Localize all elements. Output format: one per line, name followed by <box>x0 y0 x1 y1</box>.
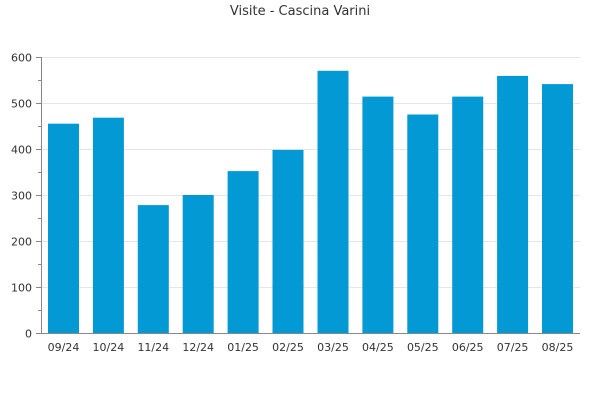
x-tick-label-08-25: 08/25 <box>542 341 574 354</box>
bar-04-25 <box>362 96 394 333</box>
y-tick-label-400: 400 <box>11 144 32 157</box>
x-tick-label-03-25: 03/25 <box>317 341 349 354</box>
x-tick-label-10-24: 10/24 <box>93 341 125 354</box>
bar-08-25 <box>542 84 573 333</box>
x-tick-label-01-25: 01/25 <box>227 341 259 354</box>
x-tick-label-07-25: 07/25 <box>497 341 529 354</box>
bar-06-25 <box>452 96 484 333</box>
bar-12-24 <box>182 195 214 333</box>
bar-07-25 <box>497 75 529 334</box>
y-tick-label-300: 300 <box>11 190 32 203</box>
y-tick-label-0: 0 <box>25 328 32 341</box>
chart-title: Visite - Cascina Varini <box>230 4 370 19</box>
y-tick-label-200: 200 <box>11 236 32 249</box>
x-tick-label-12-24: 12/24 <box>182 341 214 354</box>
bar-01-25 <box>227 171 259 333</box>
y-tick-label-500: 500 <box>11 98 32 111</box>
x-tick-label-04-25: 04/25 <box>362 341 394 354</box>
x-tick-label-05-25: 05/25 <box>407 341 439 354</box>
gridlines <box>41 57 580 288</box>
x-tick-label-09-24: 09/24 <box>48 341 80 354</box>
x-tick-label-06-25: 06/25 <box>452 341 484 354</box>
bar-05-25 <box>407 114 439 333</box>
bar-02-25 <box>272 149 304 333</box>
x-tick-label-11-24: 11/24 <box>137 341 169 354</box>
bar-09-24 <box>48 123 79 333</box>
y-tick-labels: 0 100 200 300 400 500 600 <box>11 52 32 341</box>
bars <box>48 70 573 334</box>
y-tick-label-600: 600 <box>11 52 32 65</box>
x-tick-label-02-25: 02/25 <box>272 341 304 354</box>
bar-11-24 <box>137 205 169 333</box>
x-tick-labels: 09/24 10/24 11/24 12/24 01/25 02/25 03/25 04/25… <box>48 341 574 354</box>
bar-03-25 <box>317 70 349 334</box>
axes <box>36 57 580 334</box>
y-tick-label-100: 100 <box>11 282 32 295</box>
bar-10-24 <box>92 117 124 333</box>
